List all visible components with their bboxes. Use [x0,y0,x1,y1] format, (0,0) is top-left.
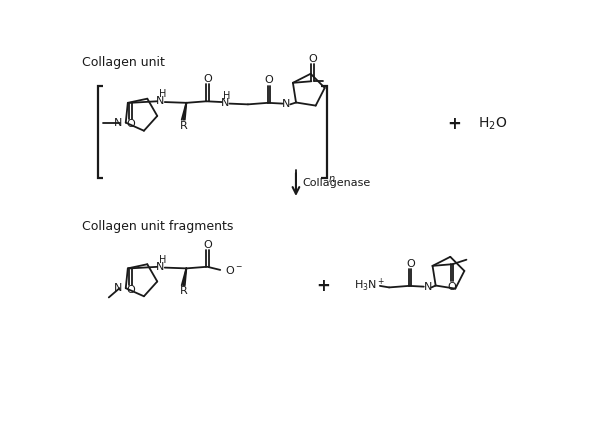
Text: H: H [223,91,231,101]
Text: +: + [447,115,461,133]
Text: Collagen unit fragments: Collagen unit fragments [82,220,233,233]
Text: O: O [126,120,135,129]
Text: O: O [448,282,457,292]
Text: O: O [406,258,415,268]
Text: O: O [126,285,135,295]
Text: +: + [316,277,330,295]
Text: N: N [156,262,164,272]
Text: H$_3$N$^+$: H$_3$N$^+$ [353,277,385,294]
Text: O: O [308,54,317,64]
Text: O: O [203,74,212,84]
Text: N: N [113,283,122,293]
Text: R: R [180,286,188,297]
Text: N: N [221,98,229,108]
Text: O$^-$: O$^-$ [225,264,243,276]
Text: N: N [282,99,290,110]
Text: Collagenase: Collagenase [302,178,370,188]
Text: O: O [203,240,212,250]
Text: H: H [159,89,166,99]
Text: H: H [159,255,166,265]
Text: n: n [328,174,334,184]
Text: O: O [265,75,274,85]
Text: N: N [156,96,164,106]
Text: Collagen unit: Collagen unit [82,57,165,69]
Text: N: N [113,118,122,127]
Text: H$_2$O: H$_2$O [478,116,507,132]
Text: N: N [424,283,432,293]
Text: R: R [180,121,188,131]
